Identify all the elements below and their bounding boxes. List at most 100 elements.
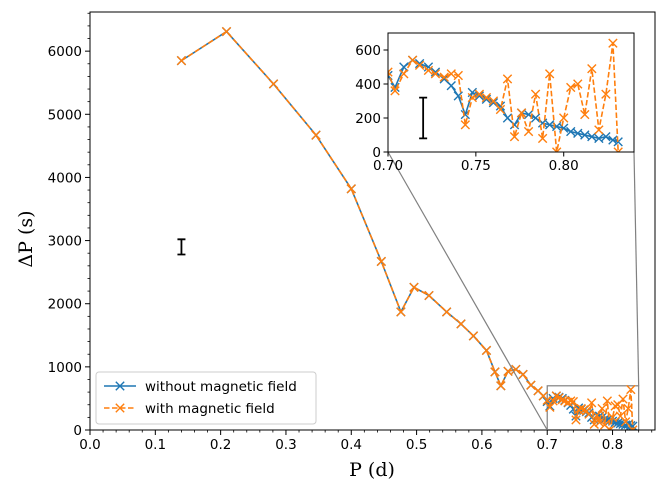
- inset-series-marker-0: [573, 128, 583, 138]
- main-series-marker-1: [268, 79, 279, 89]
- inset-series-marker-0: [530, 113, 541, 123]
- inset-series-marker-1: [430, 69, 441, 79]
- main-series-marker-1: [526, 380, 536, 390]
- inset-series-marker-0: [399, 62, 409, 72]
- main-series-marker-1: [548, 396, 558, 406]
- x-tick-label: 0.5: [406, 437, 427, 453]
- main-series-marker-1: [346, 184, 356, 194]
- main-series-marker-1: [441, 307, 452, 317]
- main-series-marker-1: [584, 409, 594, 419]
- inset-x-tick-label: 0.70: [373, 158, 403, 174]
- main-series-marker-1: [566, 396, 576, 406]
- main-series-marker-1: [518, 369, 528, 380]
- inset-series-marker-1: [446, 69, 456, 79]
- main-series-marker-1: [576, 403, 586, 414]
- main-series-marker-0: [573, 403, 584, 413]
- main-series-marker-1: [490, 367, 500, 377]
- inset-series-marker-1: [559, 113, 569, 123]
- main-series-marker-1: [618, 394, 628, 404]
- zoom-connectors: [387, 151, 640, 431]
- main-series-marker-1: [605, 425, 615, 430]
- inset-y-tick-label: 400: [355, 77, 381, 93]
- main-plot: 0.0 0.1 0.2 0.3 0.4 0.5 0.6 0.7 0.80100020003000…: [48, 11, 656, 453]
- inset-series-marker-1: [388, 67, 393, 77]
- main-series-marker-1: [456, 319, 466, 329]
- main-series-marker-1: [626, 384, 636, 395]
- y-tick-label: 6000: [48, 44, 82, 60]
- y-tick-label: 0: [73, 423, 82, 439]
- inset-series-marker-1: [488, 96, 499, 106]
- main-series-marker-1: [602, 396, 613, 406]
- inset-series-marker-1: [537, 133, 548, 144]
- legend: without magnetic field with magnetic fiel…: [95, 371, 317, 425]
- inset-series-marker-1: [414, 60, 425, 70]
- main-error-bar: [177, 238, 186, 256]
- inset-series-marker-1: [601, 89, 611, 99]
- y-tick-label: 2000: [48, 297, 82, 313]
- inset-series-marker-1: [580, 109, 590, 120]
- inset-series-marker-0: [566, 126, 576, 137]
- inset-series-marker-0: [608, 135, 618, 145]
- main-series-marker-1: [610, 401, 620, 411]
- zoom-connector-right: [633, 151, 640, 386]
- x-tick-label: 0.2: [210, 437, 231, 453]
- y-axis-label: ΔP (s): [15, 210, 37, 267]
- inset-series-marker-0: [544, 120, 555, 130]
- inset-series-marker-1: [566, 82, 576, 93]
- inset-series-marker-1: [613, 147, 623, 152]
- inset-series-marker-1: [608, 38, 618, 48]
- main-series-marker-1: [623, 403, 633, 414]
- main-series-marker-1: [586, 398, 597, 408]
- inset-series-marker-1: [587, 64, 597, 74]
- x-tick-label: 0.1: [145, 437, 166, 453]
- inset-series-marker-1: [390, 86, 400, 96]
- x-tick-label: 0.8: [602, 437, 623, 453]
- inset-series-marker-1: [551, 147, 562, 152]
- inset-series-marker-1: [467, 92, 478, 103]
- zoom-connector-left: [387, 151, 548, 431]
- main-series-marker-1: [424, 290, 434, 301]
- inset-x-tick-label: 0.80: [549, 158, 579, 174]
- inset-y-tick-label: 600: [355, 43, 381, 59]
- inset-series-marker-1: [439, 72, 449, 82]
- inset-series-marker-0: [446, 81, 456, 91]
- main-series-marker-0: [628, 421, 638, 430]
- main-series-marker-1: [409, 282, 419, 292]
- inset-series-marker-0: [594, 133, 604, 144]
- main-series-marker-1: [589, 419, 599, 430]
- main-series-marker-1: [594, 417, 605, 428]
- main-series-1: [176, 26, 638, 430]
- y-tick-label: 3000: [48, 234, 82, 250]
- y-tick-label: 5000: [48, 107, 82, 123]
- inset-series-marker-1: [474, 89, 485, 99]
- inset-series-line-1: [388, 42, 619, 152]
- x-tick-label: 0.6: [471, 437, 492, 453]
- inset-error-bar: [419, 96, 428, 140]
- x-tick-label: 0.3: [275, 437, 296, 453]
- inset-series-marker-0: [474, 91, 485, 101]
- main-series-marker-1: [396, 307, 406, 317]
- inset-series-marker-1: [530, 89, 541, 99]
- main-series-marker-1: [376, 256, 387, 267]
- legend-box: [95, 371, 317, 425]
- inset-series-marker-1: [460, 120, 471, 130]
- inset-series-marker-0: [495, 101, 506, 111]
- main-series-marker-1: [221, 26, 232, 37]
- x-tick-label: 0.4: [341, 437, 362, 453]
- main-series-marker-1: [568, 396, 579, 407]
- inset-series-marker-1: [399, 69, 409, 79]
- main-series-marker-1: [571, 415, 581, 425]
- main-series-marker-1: [496, 381, 506, 391]
- main-series-marker-1: [597, 403, 607, 414]
- main-series-marker-1: [503, 366, 513, 376]
- x-axis-label: P (d): [349, 459, 395, 481]
- main-frame: [89, 11, 656, 431]
- inset-series-marker-1: [523, 126, 534, 137]
- main-series-marker-1: [628, 425, 638, 430]
- main-series-marker-1: [557, 394, 567, 405]
- inset-frame: [387, 32, 635, 153]
- main-series-marker-1: [468, 331, 479, 341]
- inset-background: [388, 33, 634, 152]
- inset-series-1: [388, 38, 623, 152]
